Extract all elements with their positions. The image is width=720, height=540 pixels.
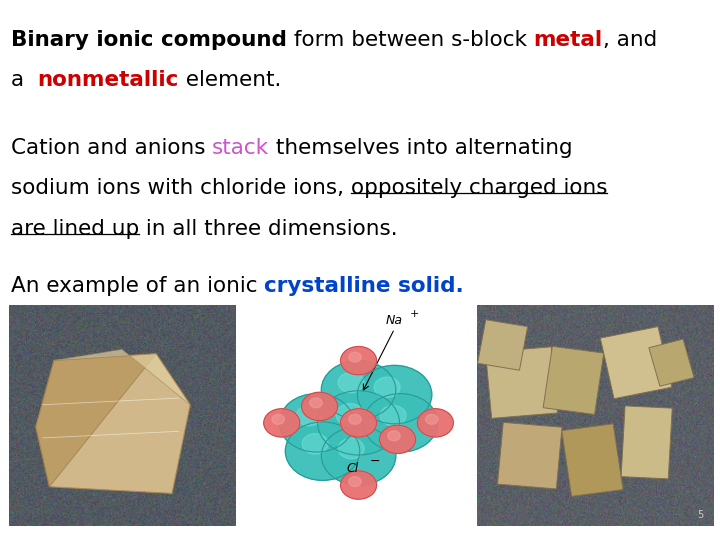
- Circle shape: [302, 392, 338, 421]
- Circle shape: [279, 394, 354, 452]
- FancyBboxPatch shape: [543, 346, 604, 415]
- Circle shape: [374, 377, 400, 397]
- Text: 5: 5: [697, 510, 703, 520]
- Circle shape: [426, 414, 438, 424]
- Circle shape: [338, 373, 364, 393]
- Text: form between s-block: form between s-block: [287, 30, 534, 50]
- Text: themselves into alternating: themselves into alternating: [269, 138, 573, 158]
- Circle shape: [296, 406, 322, 426]
- Text: Binary ionic compound: Binary ionic compound: [11, 30, 287, 50]
- Text: a: a: [11, 70, 37, 90]
- Circle shape: [338, 438, 364, 459]
- Circle shape: [341, 471, 377, 499]
- Circle shape: [387, 431, 400, 441]
- FancyBboxPatch shape: [498, 422, 562, 489]
- Circle shape: [379, 425, 415, 454]
- Text: nonmetallic: nonmetallic: [37, 70, 179, 90]
- Text: stack: stack: [212, 138, 269, 158]
- Text: −: −: [369, 455, 380, 468]
- Text: An example of an ionic: An example of an ionic: [11, 276, 264, 296]
- FancyBboxPatch shape: [485, 347, 557, 418]
- Circle shape: [285, 422, 360, 481]
- Text: sodium ions with chloride ions,: sodium ions with chloride ions,: [11, 178, 351, 198]
- Text: Na: Na: [386, 314, 402, 327]
- Circle shape: [302, 434, 328, 454]
- Text: are lined up: are lined up: [11, 219, 139, 239]
- Circle shape: [341, 409, 377, 437]
- FancyBboxPatch shape: [600, 327, 672, 399]
- Text: Cation and anions: Cation and anions: [11, 138, 212, 158]
- Circle shape: [336, 403, 365, 426]
- Circle shape: [341, 347, 377, 375]
- Text: crystalline solid.: crystalline solid.: [264, 276, 464, 296]
- Circle shape: [357, 366, 432, 424]
- Text: Cl: Cl: [346, 462, 359, 475]
- Circle shape: [348, 477, 361, 487]
- Circle shape: [318, 391, 400, 455]
- Circle shape: [380, 406, 406, 426]
- Text: oppositely charged ions: oppositely charged ions: [351, 178, 607, 198]
- Circle shape: [272, 414, 284, 424]
- FancyBboxPatch shape: [621, 406, 672, 479]
- Circle shape: [348, 352, 361, 362]
- Circle shape: [364, 394, 438, 452]
- Circle shape: [321, 361, 396, 419]
- Polygon shape: [54, 349, 190, 405]
- Circle shape: [418, 409, 454, 437]
- Text: element.: element.: [179, 70, 282, 90]
- Text: +: +: [410, 309, 419, 319]
- Circle shape: [264, 409, 300, 437]
- Text: , and: , and: [603, 30, 657, 50]
- Circle shape: [310, 398, 323, 408]
- Text: metal: metal: [534, 30, 603, 50]
- FancyBboxPatch shape: [649, 339, 694, 386]
- Circle shape: [321, 427, 396, 485]
- FancyBboxPatch shape: [477, 320, 528, 370]
- Circle shape: [348, 414, 361, 424]
- Polygon shape: [36, 354, 156, 487]
- FancyBboxPatch shape: [562, 424, 623, 496]
- Polygon shape: [36, 354, 190, 494]
- Text: in all three dimensions.: in all three dimensions.: [139, 219, 397, 239]
- Polygon shape: [50, 354, 190, 494]
